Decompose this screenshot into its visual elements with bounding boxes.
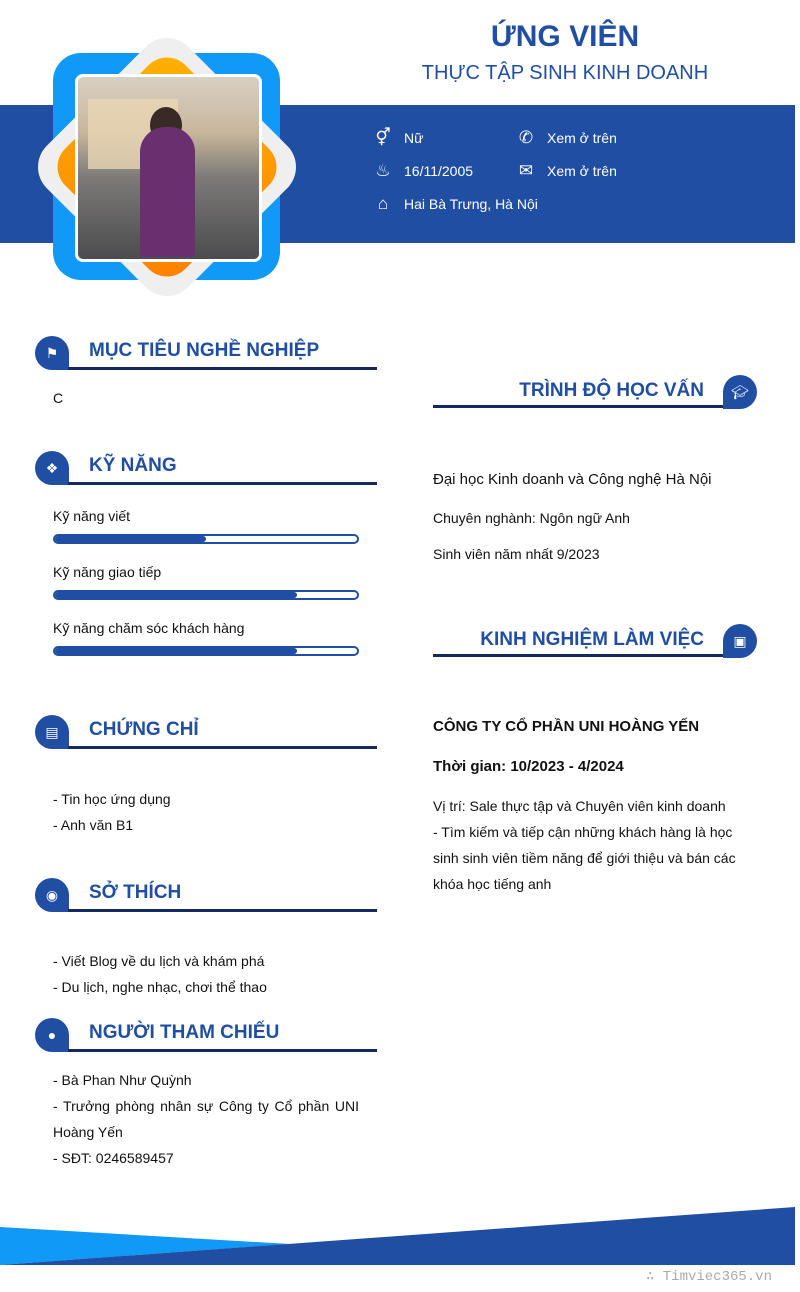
address-info: ⌂ Hai Bà Trưng, Hà Nội bbox=[372, 194, 538, 214]
objective-text: C bbox=[53, 390, 64, 406]
birthday-info: ♨ 16/11/2005 bbox=[372, 161, 473, 181]
work-time: Thời gian: 10/2023 - 4/2024 bbox=[433, 758, 624, 775]
divider bbox=[68, 482, 377, 485]
education-title: TRÌNH ĐỘ HỌC VẤN bbox=[519, 380, 704, 401]
envelope-icon: ✉ bbox=[518, 161, 534, 180]
skill-name: Kỹ năng chăm sóc khách hàng bbox=[53, 620, 245, 636]
objective-title: MỤC TIÊU NGHỀ NGHIỆP bbox=[89, 340, 320, 361]
flag-icon: ⚑ bbox=[35, 336, 69, 370]
school-name: Đại học Kinh doanh và Công nghệ Hà Nội bbox=[433, 471, 712, 488]
education-note: Sinh viên năm nhất 9/2023 bbox=[433, 546, 600, 562]
hobby-item: - Du lịch, nghe nhạc, chơi thể thao bbox=[53, 979, 267, 995]
divider bbox=[68, 909, 377, 912]
graduation-cap-icon: 🎓︎ bbox=[723, 375, 757, 409]
gamepad-icon: ◉ bbox=[35, 878, 69, 912]
skills-title: KỸ NĂNG bbox=[89, 455, 177, 476]
candidate-name: ỨNG VIÊN bbox=[490, 20, 640, 53]
footer-decor bbox=[0, 1207, 795, 1265]
home-icon: ⌂ bbox=[377, 194, 389, 213]
skill-name: Kỹ năng viết bbox=[53, 508, 131, 524]
certificate-item: - Anh văn B1 bbox=[53, 817, 134, 833]
certificate-item: - Tin học ứng dụng bbox=[53, 791, 171, 807]
divider bbox=[433, 405, 723, 408]
avatar-photo bbox=[75, 74, 262, 262]
watermark: ∴ Timviec365.vn bbox=[645, 1269, 772, 1285]
position: Vị trí: Sale thực tập và Chuyên viên kin… bbox=[433, 798, 726, 814]
company-name: CÔNG TY CỔ PHẦN UNI HOÀNG YẾN bbox=[433, 718, 700, 735]
divider bbox=[68, 367, 377, 370]
reference-item: - Bà Phan Như Quỳnh bbox=[53, 1072, 192, 1088]
certificates-title: CHỨNG CHỈ bbox=[89, 719, 199, 740]
reference-item: - Trưởng phòng nhân sự Công ty Cổ phần U… bbox=[53, 1098, 359, 1140]
hobbies-title: SỞ THÍCH bbox=[89, 882, 182, 903]
skill-bar bbox=[53, 534, 359, 544]
gender-info: ⚥ Nữ bbox=[372, 128, 423, 148]
gender-icon: ⚥ bbox=[375, 128, 391, 147]
divider bbox=[433, 654, 723, 657]
experience-title: KINH NGHIỆM LÀM VIỆC bbox=[480, 629, 704, 650]
skill-bar bbox=[53, 590, 359, 600]
briefcase-icon: ▣ bbox=[723, 624, 757, 658]
experience-details: Vị trí: Sale thực tập và Chuyên viên kin… bbox=[433, 793, 745, 897]
whatsapp-icon: ✆ bbox=[518, 128, 534, 147]
divider bbox=[68, 1049, 377, 1052]
reference-item: - SĐT: 0246589457 bbox=[53, 1150, 174, 1166]
job-title: THỰC TẬP SINH KINH DOANH bbox=[421, 62, 709, 84]
job-description: - Tìm kiếm và tiếp cận những khách hàng … bbox=[433, 824, 736, 892]
skill-name: Kỹ năng giao tiếp bbox=[53, 564, 162, 580]
major: Chuyên nghành: Ngôn ngữ Anh bbox=[433, 510, 630, 526]
birthday-cake-icon: ♨ bbox=[375, 161, 391, 180]
user-icon: ● bbox=[35, 1018, 69, 1052]
email-info: ✉ Xem ở trên bbox=[515, 161, 617, 181]
references-list: - Bà Phan Như Quỳnh - Trưởng phòng nhân … bbox=[53, 1067, 359, 1171]
references-title: NGƯỜI THAM CHIẾU bbox=[89, 1022, 280, 1043]
id-card-icon: ▤ bbox=[35, 715, 69, 749]
skill-bar bbox=[53, 646, 359, 656]
phone-info: ✆ Xem ở trên bbox=[515, 128, 617, 148]
cubes-icon: ❖ bbox=[35, 451, 69, 485]
hobby-item: - Viết Blog về du lịch và khám phá bbox=[53, 953, 265, 969]
divider bbox=[68, 746, 377, 749]
